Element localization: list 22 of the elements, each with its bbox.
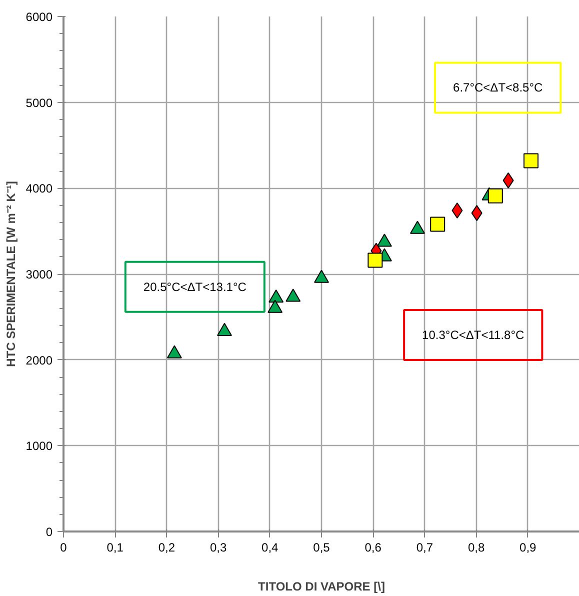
x-tick-label: 0,5 — [313, 540, 330, 554]
y-axis-title: HTC SPERIMENTALE [W m⁻² K⁻¹] — [4, 181, 18, 367]
y-tick-label: 5000 — [26, 96, 53, 110]
x-tick-label: 0,2 — [158, 540, 176, 554]
annotation: 20.5°C<ΔT<13.1°C — [143, 280, 247, 294]
y-tick-label: 0 — [46, 525, 53, 539]
x-tick-label: 0,9 — [520, 540, 537, 554]
annotation: 6.7°C<ΔT<8.5°C — [453, 80, 544, 95]
x-tick-label: 0,8 — [468, 540, 485, 554]
y-tick-label: 4000 — [26, 182, 53, 196]
y-tick-label: 3000 — [26, 268, 53, 282]
y-tick-label: 1000 — [26, 439, 53, 454]
x-tick-label: 0 — [60, 540, 68, 554]
annotation: 10.3°C<ΔT<11.8°C — [422, 328, 525, 342]
x-tick-label: 0,7 — [416, 540, 434, 554]
x-axis-title: TITOLO DI VAPORE [\] — [258, 580, 385, 594]
x-tick-label: 0,1 — [106, 540, 124, 554]
x-tick-label: 0,4 — [262, 540, 279, 554]
y-tick-label: 6000 — [26, 10, 53, 24]
x-tick-label: 0,3 — [210, 540, 227, 554]
y-tick-label: 2000 — [26, 353, 53, 368]
x-tick-label: 0,6 — [364, 540, 382, 554]
